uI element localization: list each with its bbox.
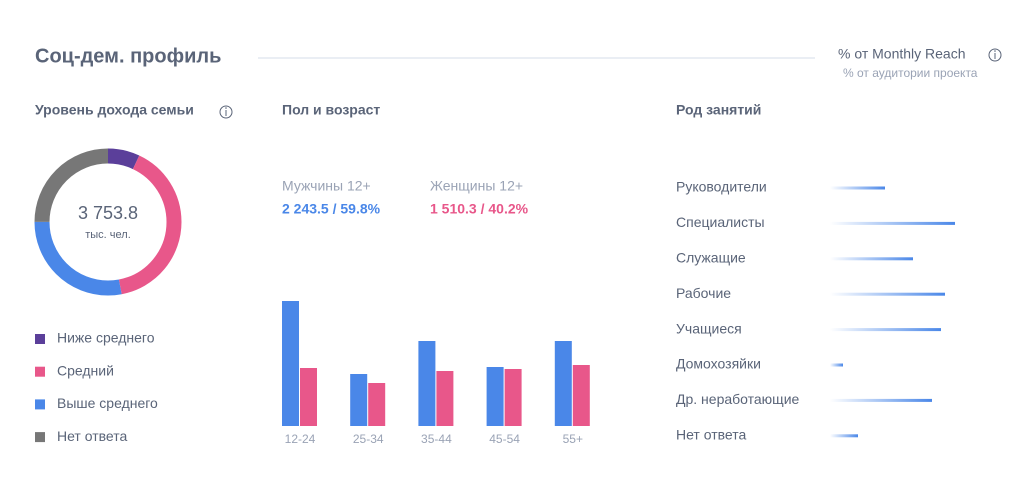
info-icon[interactable]	[988, 48, 1002, 62]
bar	[282, 301, 299, 426]
bar	[830, 434, 858, 438]
donut-segment	[34, 148, 182, 296]
bar	[300, 368, 317, 426]
series-name: Мужчины 12+	[282, 178, 371, 194]
bar	[830, 221, 955, 225]
category-label: Нет ответа	[676, 427, 746, 443]
series-summary: 1 510.3 / 40.2%	[430, 201, 529, 217]
bar	[572, 365, 590, 426]
bar	[830, 363, 843, 367]
donut-segment	[34, 148, 182, 296]
bar	[830, 292, 945, 296]
bar	[830, 257, 913, 261]
category-label: Домохозяйки	[676, 356, 761, 372]
bar	[368, 383, 386, 426]
section-title: Пол и возраст	[282, 102, 380, 118]
legend-label: Нет ответа	[57, 428, 127, 444]
donut-unit: тыс. чел.	[85, 229, 131, 241]
page-title: Соц-дем. профиль	[35, 45, 221, 67]
bar	[504, 369, 522, 426]
category-label: Учащиеся	[676, 320, 742, 336]
bar	[418, 341, 436, 426]
series-summary: 2 243.5 / 59.8%	[282, 201, 381, 217]
x-tick-label: 25-34	[353, 432, 384, 446]
bar	[486, 367, 504, 426]
section-title: Род занятий	[676, 102, 761, 118]
x-tick-label: 45-54	[489, 432, 520, 446]
legend-label: Выше среднего	[57, 395, 158, 411]
category-label: Служащие	[676, 250, 746, 266]
bar	[554, 341, 572, 426]
category-label: Специалисты	[676, 214, 765, 230]
donut-segment	[34, 148, 182, 296]
metric: % от Monthly Reach	[838, 46, 966, 62]
legend-label: Средний	[57, 362, 114, 378]
legend-label: Ниже среднего	[57, 330, 155, 346]
category-label: Рабочие	[676, 285, 731, 301]
series-name: Женщины 12+	[430, 178, 523, 194]
bar	[830, 186, 885, 190]
category-label: Др. неработающие	[676, 391, 800, 407]
legend-swatch	[35, 366, 45, 377]
donut-total: 3 753.8	[78, 203, 138, 223]
bar	[436, 371, 454, 426]
submetric: % от аудитории проекта	[843, 66, 978, 80]
category-label: Руководители	[676, 179, 767, 195]
bar	[350, 374, 368, 426]
bar	[830, 398, 932, 402]
x-tick-label: 12-24	[285, 432, 316, 446]
legend-swatch	[35, 334, 45, 344]
x-tick-label: 55+	[563, 432, 583, 446]
section-title: Уровень дохода семьи	[35, 102, 194, 118]
legend-swatch	[35, 399, 45, 410]
x-tick-label: 35-44	[421, 432, 452, 446]
legend-swatch	[35, 432, 45, 443]
info-icon[interactable]	[219, 105, 233, 119]
bar	[830, 328, 941, 332]
